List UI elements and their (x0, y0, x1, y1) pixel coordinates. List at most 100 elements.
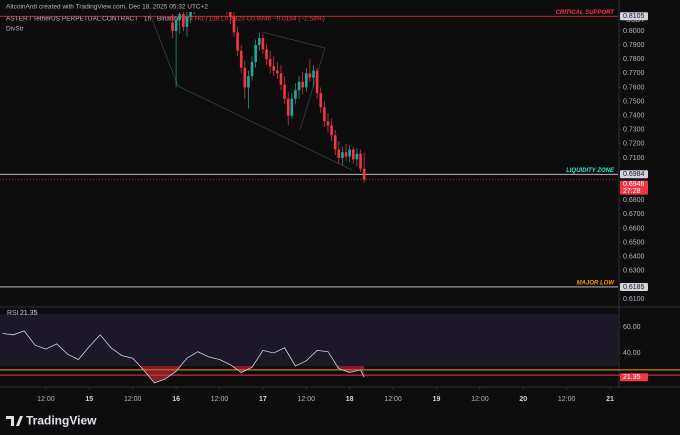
last-price-label: 0.6946 (623, 181, 645, 188)
brand: TradingView (26, 414, 97, 428)
x-tick-label: 12:00 (471, 396, 489, 403)
rsi-line (2, 330, 365, 384)
y-tick-label: 0.6500 (623, 239, 645, 246)
x-tick-label: 12:00 (298, 396, 316, 403)
candle-body (261, 38, 265, 50)
y-tick-label: 0.7800 (623, 56, 645, 63)
candle-body (294, 90, 297, 99)
candle-body (276, 70, 279, 74)
candle-body (268, 59, 272, 67)
candle-body (315, 70, 319, 94)
candle-body (330, 125, 333, 136)
logo-icon (6, 416, 23, 426)
y-tick-label: 0.6600 (623, 225, 645, 232)
y-tick-label: 40.00 (623, 350, 641, 357)
candle-body (286, 98, 290, 116)
candle-body (351, 149, 355, 160)
y-tick-label: 0.7600 (623, 84, 645, 91)
x-tick-label: 12:00 (211, 396, 229, 403)
candle-body (250, 62, 254, 77)
rsi-legend-value: 21.35 (20, 310, 38, 317)
candle-body (229, 12, 232, 17)
x-tick-label: 16 (172, 396, 180, 403)
level-label: LIQUIDITY ZONE (566, 168, 615, 174)
ohlc: O0.7024 H0.7138 L0.6923 C0.6946 −0.0184 … (168, 16, 325, 23)
countdown: 27:28 (623, 188, 641, 195)
candle-body (308, 73, 312, 78)
candle-body (283, 84, 286, 99)
candle-body (323, 107, 326, 122)
candle-body (236, 32, 239, 51)
candle-body (185, 16, 189, 27)
y-tick-label: 0.7700 (623, 70, 645, 77)
divstr-lines (149, 13, 353, 171)
candle-body (312, 70, 315, 78)
candle-body (279, 73, 283, 85)
x-tick-label: 19 (433, 396, 441, 403)
y-tick-label: 0.7400 (623, 112, 645, 119)
divergence-line (299, 47, 326, 131)
y-tick-label: 0.7900 (623, 42, 645, 49)
symbol: ASTER / TetherUS PERPETUAL CONTRACT · 1h… (6, 16, 181, 23)
rsi-band (0, 313, 618, 367)
y-tick-label: 0.7100 (623, 155, 645, 162)
candle-body (355, 153, 359, 160)
x-tick-label: 12:00 (124, 396, 142, 403)
y-tick-label: 0.8000 (623, 28, 645, 35)
candle-body (297, 81, 301, 91)
y-tick-label: 0.6300 (623, 268, 645, 275)
rsi-legend: RSI (7, 310, 19, 317)
candle-body (301, 81, 304, 88)
rsi-last-box (620, 373, 648, 382)
candle-body (174, 19, 178, 32)
x-tick-label: 12:00 (384, 396, 402, 403)
y-tick-label: 0.7300 (623, 127, 645, 134)
oversold-fill (139, 366, 365, 383)
candle-body (348, 149, 351, 157)
x-tick-label: 12:00 (37, 396, 55, 403)
candle-body (232, 16, 236, 33)
rsi-last-label: 21.35 (623, 374, 641, 381)
candle-body (257, 38, 261, 46)
candle-body (239, 50, 243, 68)
x-tick-label: 21 (606, 396, 614, 403)
logo: TradingView (6, 414, 97, 428)
level-axis-label: 0.6185 (623, 284, 645, 291)
credit: AltcoinArdi created with TradingView.com… (6, 4, 208, 11)
x-tick-label: 20 (519, 396, 527, 403)
indicator-name: DivStr (6, 26, 25, 33)
candle-body (272, 66, 276, 71)
x-tick-label: 18 (346, 396, 354, 403)
level-axis-box (620, 282, 648, 291)
currency: USDT (626, 17, 646, 24)
candle-body (337, 149, 341, 158)
candle-body (189, 12, 192, 17)
y-tick-label: 0.6800 (623, 197, 645, 204)
candle-body (304, 73, 308, 88)
y-tick-label: 0.7200 (623, 141, 645, 148)
candles (171, 12, 366, 183)
candle-body (333, 135, 337, 150)
candle-body (254, 45, 257, 63)
candle-body (243, 67, 247, 88)
candle-body (359, 153, 362, 169)
divergence-line (261, 31, 326, 49)
level-axis-box (620, 170, 648, 179)
candle-body (171, 22, 174, 32)
candle-body (319, 93, 323, 108)
level-axis-label: 0.6984 (623, 171, 645, 178)
last-price-box (620, 180, 648, 195)
y-tick-label: 60.00 (623, 324, 641, 331)
x-tick-label: 17 (259, 396, 267, 403)
candle-body (344, 152, 348, 157)
candle-body (341, 152, 344, 158)
candle-body (178, 14, 182, 20)
y-tick-label: 0.6100 (623, 296, 645, 303)
y-tick-label: 0.7500 (623, 98, 645, 105)
level-axis-label: 0.8105 (623, 13, 645, 20)
candle-body (265, 49, 268, 60)
level-label: CRITICAL SUPPORT (556, 10, 616, 16)
y-tick-label: 0.6400 (623, 253, 645, 260)
